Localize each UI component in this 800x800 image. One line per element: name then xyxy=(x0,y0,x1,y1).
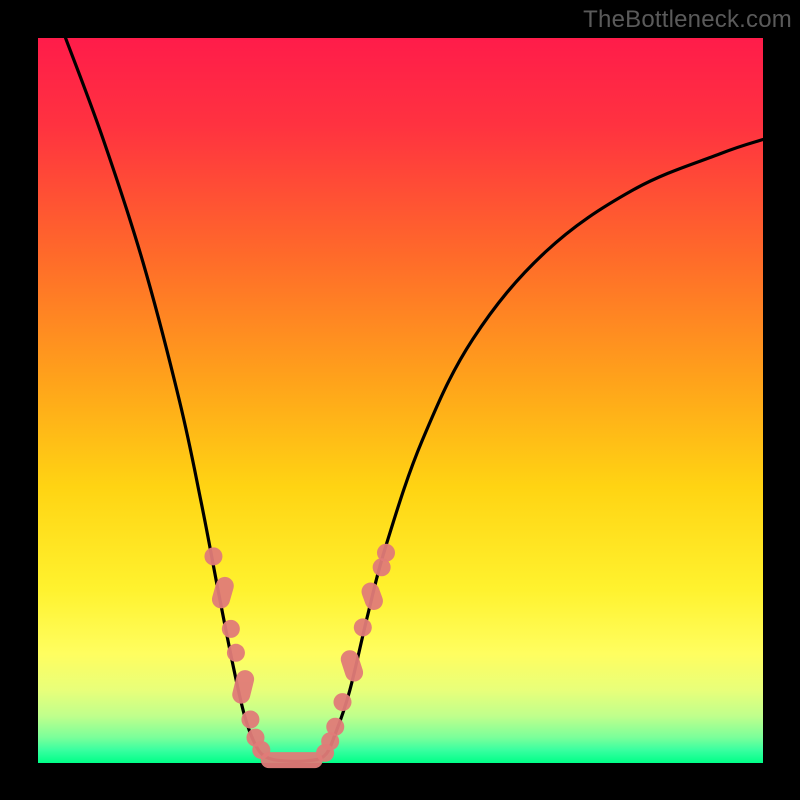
figure-root: TheBottleneck.com xyxy=(0,0,800,800)
marker-dot xyxy=(334,693,352,711)
chart-svg xyxy=(0,0,800,800)
plot-area xyxy=(38,38,763,763)
marker-dot xyxy=(204,547,222,565)
marker-dot xyxy=(326,718,344,736)
marker-dot xyxy=(373,558,391,576)
marker-dot xyxy=(241,711,259,729)
marker-dot xyxy=(354,618,372,636)
marker-dot xyxy=(222,620,240,638)
marker-dot xyxy=(227,644,245,662)
marker-pill xyxy=(261,752,323,768)
watermark-text: TheBottleneck.com xyxy=(583,6,792,34)
